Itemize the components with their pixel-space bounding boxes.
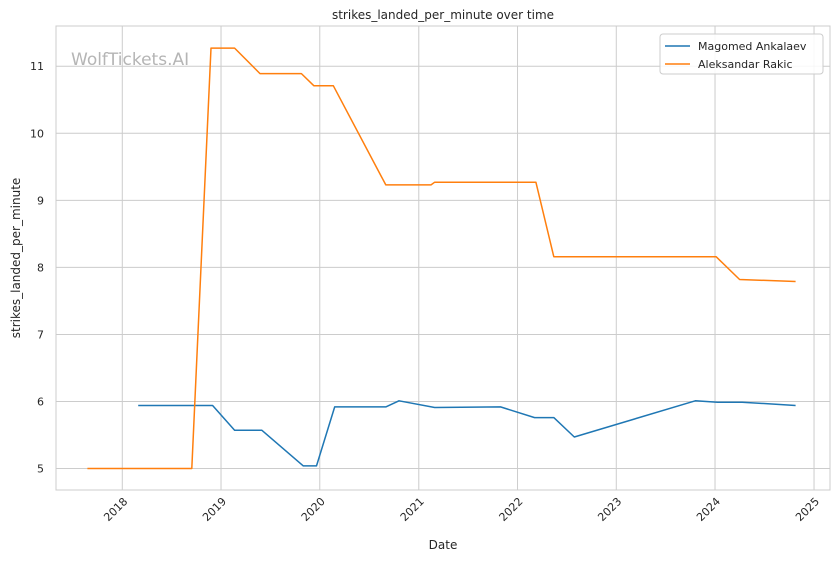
grid bbox=[56, 26, 830, 490]
legend: Magomed Ankalaev Aleksandar Rakic bbox=[659, 33, 824, 75]
y-tick-label: 8 bbox=[37, 261, 44, 274]
legend-label-0: Magomed Ankalaev bbox=[698, 40, 807, 53]
y-tick-label: 5 bbox=[37, 463, 44, 476]
y-tick-labels: 5 6 7 8 9 10 11 bbox=[30, 60, 44, 475]
legend-box bbox=[659, 33, 824, 75]
y-tick-label: 6 bbox=[37, 395, 44, 408]
plot-area bbox=[55, 25, 831, 491]
y-tick-label: 9 bbox=[37, 194, 44, 207]
y-tick-label: 11 bbox=[30, 60, 44, 73]
y-tick-label: 7 bbox=[37, 328, 44, 341]
series-line-0 bbox=[138, 400, 796, 467]
x-axis-label: Date bbox=[429, 538, 458, 552]
series-lines bbox=[87, 47, 796, 470]
y-axis-label: strikes_landed_per_minute bbox=[9, 178, 23, 339]
chart-title: strikes_landed_per_minute over time bbox=[332, 8, 554, 22]
legend-label-1: Aleksandar Rakic bbox=[698, 58, 793, 71]
y-tick-label: 10 bbox=[30, 127, 44, 140]
series-line-1 bbox=[87, 47, 796, 470]
watermark: WolfTickets.AI bbox=[71, 50, 189, 70]
